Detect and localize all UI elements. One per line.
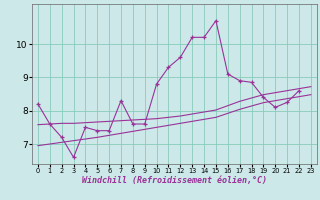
X-axis label: Windchill (Refroidissement éolien,°C): Windchill (Refroidissement éolien,°C) bbox=[82, 176, 267, 185]
